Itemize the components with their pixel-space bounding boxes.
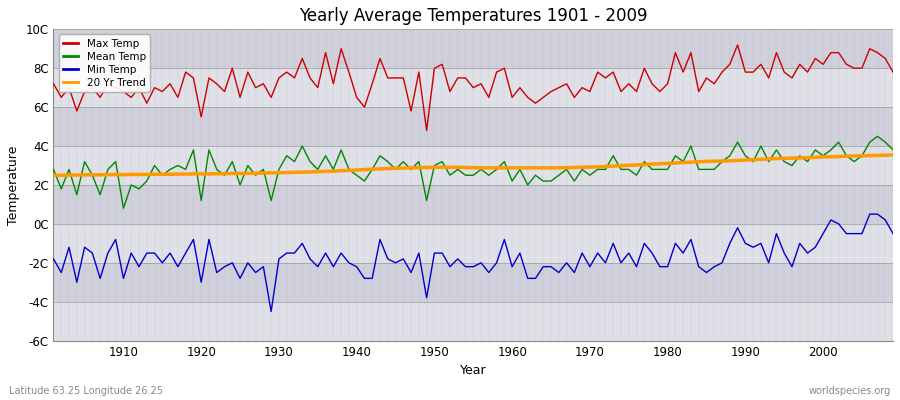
Bar xyxy=(53,29,893,68)
Bar xyxy=(53,302,893,341)
Bar xyxy=(53,146,893,185)
Bar xyxy=(53,224,893,263)
X-axis label: Year: Year xyxy=(460,364,487,377)
Title: Yearly Average Temperatures 1901 - 2009: Yearly Average Temperatures 1901 - 2009 xyxy=(299,7,647,25)
Text: Latitude 63.25 Longitude 26.25: Latitude 63.25 Longitude 26.25 xyxy=(9,386,163,396)
Bar xyxy=(53,107,893,146)
Legend: Max Temp, Mean Temp, Min Temp, 20 Yr Trend: Max Temp, Mean Temp, Min Temp, 20 Yr Tre… xyxy=(58,34,150,92)
Bar xyxy=(53,68,893,107)
Bar xyxy=(53,185,893,224)
Bar xyxy=(53,263,893,302)
Y-axis label: Temperature: Temperature xyxy=(7,145,20,225)
Text: worldspecies.org: worldspecies.org xyxy=(809,386,891,396)
